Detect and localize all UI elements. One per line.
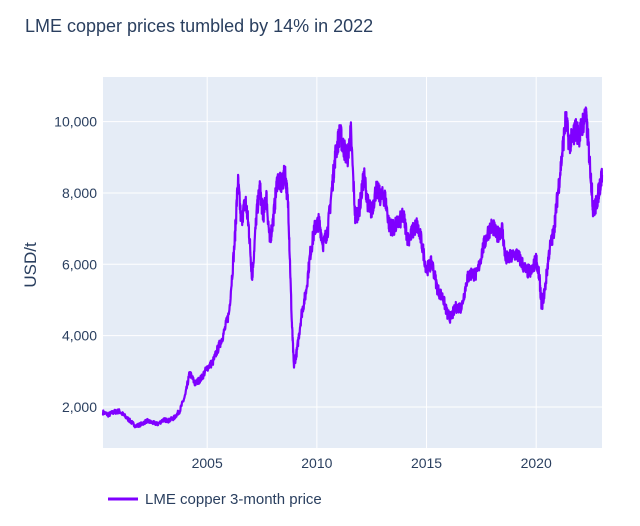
y-tick-label: 4,000: [62, 328, 97, 344]
plot-area: [103, 77, 602, 448]
chart-title: LME copper prices tumbled by 14% in 2022: [25, 16, 373, 36]
y-tick-label: 6,000: [62, 256, 97, 272]
x-tick-label: 2020: [521, 455, 552, 471]
y-tick-label: 8,000: [62, 185, 97, 201]
y-gridlines: [103, 121, 602, 408]
legend-label: LME copper 3-month price: [145, 491, 322, 508]
x-tick-label: 2015: [411, 455, 442, 471]
y-tick-label: 10,000: [54, 114, 97, 130]
copper-price-line: [101, 106, 604, 429]
y-tick-label: 2,000: [62, 399, 97, 415]
x-axis-tick-labels: 2005 2010 2015 2020: [192, 455, 552, 471]
y-axis-label: USD/t: [21, 242, 40, 288]
y-axis-tick-labels: 2,000 4,000 6,000 8,000 10,000: [54, 114, 97, 415]
legend[interactable]: LME copper 3-month price: [108, 491, 322, 508]
x-tick-label: 2005: [192, 455, 223, 471]
x-tick-label: 2010: [301, 455, 332, 471]
